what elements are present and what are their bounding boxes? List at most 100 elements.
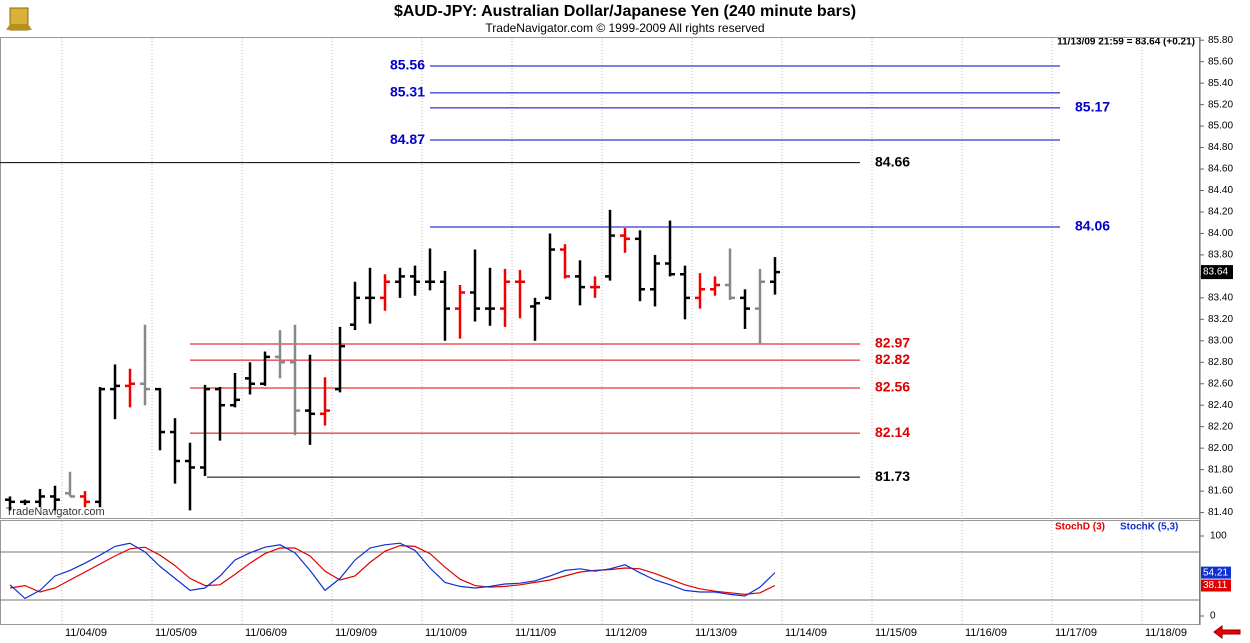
watermark: TradeNavigator.com	[6, 506, 105, 518]
price-bar	[185, 442, 195, 511]
price-bar	[530, 297, 540, 341]
y-tick-label: 85.00	[1208, 121, 1233, 132]
y-tick-label: 82.60	[1208, 378, 1233, 389]
price-bar	[335, 326, 345, 393]
price-bar	[680, 265, 690, 320]
y-tick-label: 83.40	[1208, 293, 1233, 304]
level-label: 81.73	[875, 468, 910, 484]
x-tick-label: 11/18/09	[1145, 627, 1187, 639]
price-bar	[545, 233, 555, 301]
price-bar	[605, 209, 615, 281]
price-bar	[395, 267, 405, 298]
level-label: 82.14	[875, 424, 910, 440]
price-bar	[65, 471, 75, 498]
price-bar	[725, 248, 735, 301]
y-tick-label: 84.60	[1208, 164, 1233, 175]
price-bar	[365, 267, 375, 324]
price-bar	[155, 387, 165, 451]
price-bar	[245, 362, 255, 395]
y-tick-label: 81.40	[1208, 507, 1233, 518]
level-label: 84.87	[390, 131, 425, 147]
price-bar	[215, 386, 225, 441]
price-bar	[665, 220, 675, 277]
price-bar	[290, 324, 300, 436]
y-tick-label: 82.80	[1208, 357, 1233, 368]
price-bar	[500, 268, 510, 327]
price-bar	[95, 386, 105, 508]
price-bar	[305, 354, 315, 445]
price-bar	[470, 249, 480, 322]
price-bar	[455, 284, 465, 339]
y-tick-label: 85.80	[1208, 35, 1233, 46]
y-tick-label: 84.20	[1208, 207, 1233, 218]
level-label: 85.56	[390, 57, 425, 73]
quote-info: 11/13/09 21:59 = 83.64 (+0.21)	[1057, 37, 1195, 48]
price-bar	[440, 271, 450, 341]
y-tick-label: 85.60	[1208, 56, 1233, 67]
price-bar	[770, 257, 780, 295]
price-bar	[275, 330, 285, 379]
level-label: 84.06	[1075, 218, 1110, 234]
y-tick-label: 83.80	[1208, 250, 1233, 261]
price-bar	[380, 274, 390, 311]
y-tick-label: 82.00	[1208, 443, 1233, 454]
price-bar	[410, 265, 420, 296]
x-tick-label: 11/10/09	[425, 627, 467, 639]
price-bar	[590, 276, 600, 298]
price-bar	[20, 499, 30, 506]
y-tick-label: 85.40	[1208, 78, 1233, 89]
y-tick-label: 82.20	[1208, 421, 1233, 432]
y-tick-label: 81.60	[1208, 486, 1233, 497]
y-tick-label: 84.00	[1208, 228, 1233, 239]
x-tick-label: 11/04/09	[65, 627, 107, 639]
legend-entry: StochK (5,3)	[1120, 522, 1178, 533]
price-bar	[710, 276, 720, 296]
value-tag	[1201, 566, 1231, 579]
price-bar	[620, 228, 630, 253]
price-bar	[425, 248, 435, 291]
logo	[6, 7, 32, 31]
price-bar	[260, 351, 270, 386]
y-tick-label: 0	[1210, 611, 1216, 622]
x-tick-label: 11/06/09	[245, 627, 287, 639]
x-tick-label: 11/15/09	[875, 627, 917, 639]
x-tick-label: 11/05/09	[155, 627, 197, 639]
y-tick-label: 100	[1210, 531, 1227, 542]
y-tick-label: 85.20	[1208, 99, 1233, 110]
price-bar	[5, 496, 15, 511]
price-bar	[650, 254, 660, 307]
level-label: 85.31	[390, 84, 425, 100]
price-bar	[50, 485, 60, 511]
level-label: 82.97	[875, 335, 910, 351]
y-tick-label: 83.20	[1208, 314, 1233, 325]
price-bar	[125, 368, 135, 408]
price-bar	[200, 384, 210, 477]
level-label: 84.66	[875, 153, 910, 169]
stoch-line	[9, 542, 776, 600]
chart-subtitle: TradeNavigator.com © 1999-2009 All right…	[485, 21, 764, 35]
x-tick-label: 11/13/09	[695, 627, 737, 639]
price-bar	[755, 268, 765, 345]
price-bar	[515, 269, 525, 319]
last-price-label: 83.64	[1203, 267, 1228, 278]
legend-entry: StochD (3)	[1055, 522, 1105, 533]
level-label: 85.17	[1075, 99, 1110, 115]
last-price-tag	[1201, 265, 1233, 280]
price-bar	[35, 488, 45, 508]
y-tick-label: 82.40	[1208, 400, 1233, 411]
price-bar	[740, 289, 750, 329]
scroll-arrow[interactable]	[1213, 625, 1241, 639]
price-bar	[635, 230, 645, 302]
price-bar	[575, 260, 585, 306]
level-label: 82.56	[875, 379, 910, 395]
price-bar	[560, 244, 570, 279]
x-tick-label: 11/09/09	[335, 627, 377, 639]
x-tick-label: 11/12/09	[605, 627, 647, 639]
x-tick-label: 11/17/09	[1055, 627, 1097, 639]
price-bar	[170, 418, 180, 484]
price-bar	[485, 267, 495, 326]
price-bar	[140, 324, 150, 406]
chart-title: $AUD-JPY: Australian Dollar/Japanese Yen…	[394, 3, 856, 20]
